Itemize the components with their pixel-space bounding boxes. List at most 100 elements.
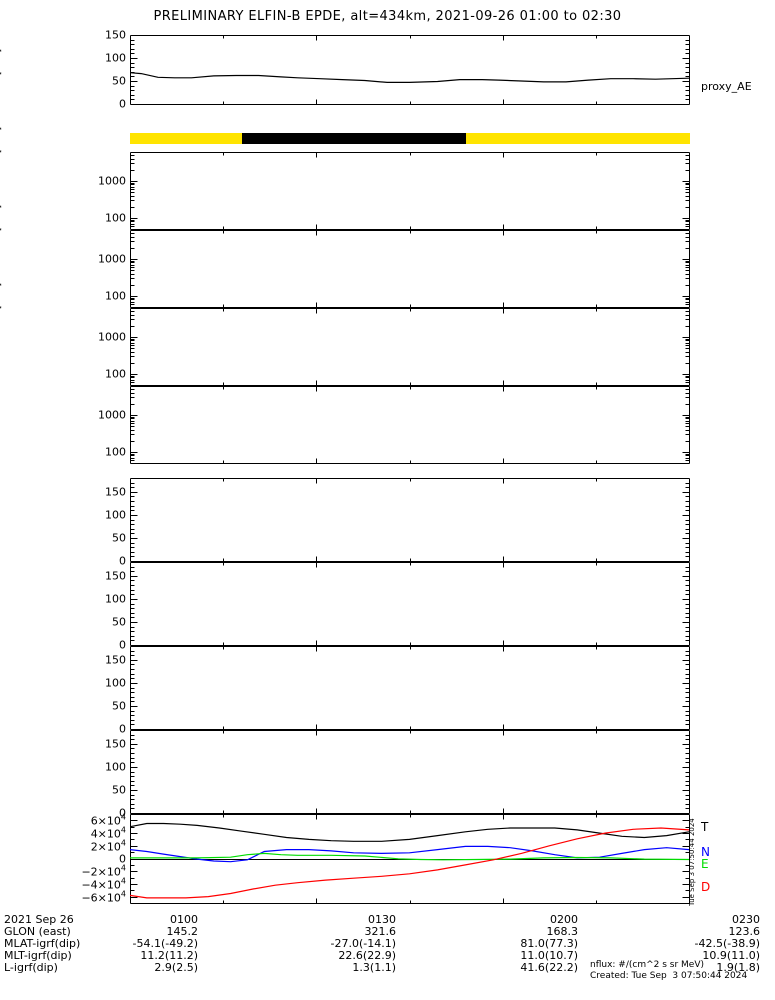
panel-canvas-spec2plot-para [130,386,690,464]
panel-canvas-pa-ch1lc [130,562,690,646]
panel-canvas-pa-ch2lc [130,646,690,730]
ytick-label: 50 [112,615,126,629]
axis-value: 81.0(77.3) [520,937,578,950]
ytick-labels-spec2plot-perp: 1000 100 [68,308,126,386]
axis-value: -54.1(-49.2) [132,937,198,950]
ytick-label: 1000 [98,330,126,344]
panel-proxy-ae: 150100500proxy_ae [nT] [105,29,690,111]
axis-value: 11.0(10.7) [520,949,578,962]
axis-row-label: GLON (east) [4,925,71,938]
panel-pa-ch0lc: 150100500elb pef pa spec2plot ch0LC [deg… [105,478,690,568]
ytick-label: 150 [105,485,126,499]
axis-value: -42.5(-38.9) [694,937,760,950]
panel-spec2plot-anti: 1000100elb pef en spec2plot anti [keV] [0,127,690,308]
ytick-label: 1000 [98,174,126,188]
ytick-label: −6×104 [81,889,126,904]
axis-value: 0200 [550,913,578,926]
ytick-labels-proxy-ae: 150 100 50 0 [68,29,126,111]
legend-item-e: E [701,857,709,871]
ytick-label: 150 [105,653,126,667]
axis-value: 1.9(1.8) [716,961,760,974]
ytick-label: −2×104 [81,863,126,879]
ytick-label: 100 [105,760,126,774]
status-bar [130,133,690,144]
panel-pa-ch3lc: 150100500elb pef pa spec2plot ch3LC [deg… [105,730,690,820]
panel-canvas-proxy-ae [130,35,690,105]
ytick-label: 150 [105,569,126,583]
axis-value: 11.2(11.2) [140,949,198,962]
ytick-labels-pa-ch1lc: 150 100 50 0 [68,562,126,651]
ytick-label: 0 [119,806,126,820]
axis-row-label: 2021 Sep 26 [4,913,74,926]
axis-value: 145.2 [166,925,199,938]
ytick-label: 50 [112,531,126,545]
axis-value: 22.6(22.9) [338,949,396,962]
ytick-label: 2×104 [90,838,126,854]
ytick-labels-pa-ch0lc: 150 100 50 0 [68,478,126,567]
status-bar-segment [242,133,466,144]
panel-spec2plot-para: 1000 100 elb pef en spec2plot para [keV] [0,283,690,464]
ytick-labels-igrf: 6×104 4×104 2×104 0 −2×104 −4×104 −6×104 [68,813,126,904]
ytick-label: 100 [105,51,126,65]
ytick-label: 0 [119,554,126,568]
ytick-label: 0 [119,722,126,736]
panel-canvas-pa-ch0lc [130,478,690,562]
ytick-label: 50 [112,699,126,713]
axis-value: 321.6 [364,925,397,938]
axis-value: 10.9(11.0) [702,949,760,962]
footer-units: nflux: #/(cm^2 s sr MeV) [590,960,704,970]
panel-canvas-spec2plot-perp [130,308,690,386]
legend-item-n: N [701,845,710,859]
axis-value: -27.0(-14.1) [330,937,396,950]
ytick-label: 100 [105,592,126,606]
ytick-labels-pa-ch3lc: 150 100 50 0 [68,730,126,819]
axis-value: 1.3(1.1) [352,961,396,974]
panel-spec2plot-omni: 1000100elb pef en spec2plot omni [keV] [0,49,690,230]
panel-canvas-spec2plot-omni [130,152,690,230]
ytick-label: 50 [112,74,126,88]
panel-canvas-igrf [130,814,690,904]
axis-row-label: MLT-igrf(dip) [4,949,72,962]
ytick-label: 6×104 [90,813,126,828]
ytick-labels-spec2plot-para: 1000 100 [68,386,126,464]
ytick-label: 0 [119,638,126,652]
axis-value: 2.9(2.5) [154,961,198,974]
ytick-label: 100 [105,676,126,690]
axis-value: 123.6 [728,925,761,938]
panel-pa-ch2lc: 150100500elb pef pa spec2plot ch2LC [deg… [105,646,690,736]
ytick-label: 0 [119,97,126,111]
panel-pa-ch1lc: 150100500elb pef pa spec2plot ch1LC [deg… [105,562,690,652]
legend-proxy-ae: proxy_AE [701,80,752,93]
ytick-label: 4×104 [90,825,126,841]
panel-canvas-pa-ch3lc [130,730,690,814]
axis-row-label: MLAT-igrf(dip) [4,937,81,950]
ytick-label: 100 [105,445,126,459]
created-side-note: Tue Sep 3 07:50:44 2024 [688,818,696,906]
ytick-label: 50 [112,783,126,797]
axis-value: 0100 [170,913,198,926]
ytick-label: 100 [105,289,126,303]
yaxis-label-spec2plot-para: elb pef en spec2plot para [keV] [0,282,3,310]
axis-value: 0230 [732,913,760,926]
ytick-label: 150 [105,28,126,42]
axis-value: 168.3 [546,925,579,938]
axis-value: 0130 [368,913,396,926]
axis-row-label: L-igrf(dip) [4,961,58,974]
ytick-label: 100 [105,367,126,381]
ytick-label: −4×104 [81,876,126,892]
legend-item-d: D [701,880,711,894]
ytick-label: 150 [105,737,126,751]
ytick-labels-pa-ch2lc: 150 100 50 0 [68,646,126,735]
ytick-label: 1000 [98,252,126,266]
ytick-label: 100 [105,508,126,522]
footer-created: Created: Tue Sep 3 07:50:44 2024 [590,971,748,981]
ytick-labels-spec2plot-omni: 1000 100 [68,152,126,230]
ytick-label: 100 [105,211,126,225]
legend-item-t: T [701,820,709,834]
ytick-labels-spec2plot-anti: 1000 100 [68,230,126,308]
page-title: PRELIMINARY ELFIN-B EPDE, alt=434km, 202… [153,9,622,24]
panel-spec2plot-perp: 1000100elb pef en spec2plot perp [keV] [0,205,690,386]
axis-value: 41.6(22.2) [520,961,578,974]
